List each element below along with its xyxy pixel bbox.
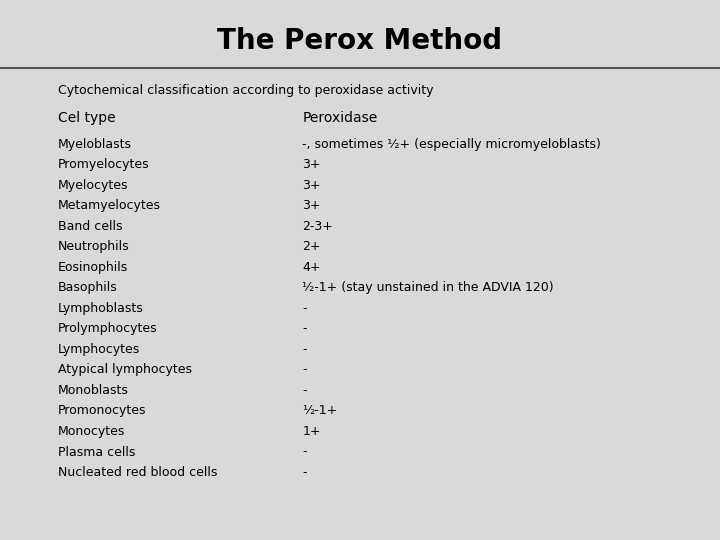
Text: -: -: [302, 384, 307, 397]
Text: The Perox Method: The Perox Method: [217, 27, 503, 55]
Text: Monocytes: Monocytes: [58, 425, 125, 438]
Text: Myelocytes: Myelocytes: [58, 179, 128, 192]
Text: Promyelocytes: Promyelocytes: [58, 158, 149, 171]
Text: -: -: [302, 343, 307, 356]
Text: -, sometimes ½+ (especially micromyeloblasts): -, sometimes ½+ (especially micromyelobl…: [302, 138, 601, 151]
Text: Nucleated red blood cells: Nucleated red blood cells: [58, 466, 217, 479]
Text: Lymphoblasts: Lymphoblasts: [58, 302, 143, 315]
Text: Eosinophils: Eosinophils: [58, 261, 128, 274]
Text: Lymphocytes: Lymphocytes: [58, 343, 140, 356]
Text: 3+: 3+: [302, 158, 321, 171]
Text: Basophils: Basophils: [58, 281, 117, 294]
Text: 2-3+: 2-3+: [302, 220, 333, 233]
Text: 1+: 1+: [302, 425, 321, 438]
Text: Atypical lymphocytes: Atypical lymphocytes: [58, 363, 192, 376]
Text: Peroxidase: Peroxidase: [302, 111, 378, 125]
Text: Metamyelocytes: Metamyelocytes: [58, 199, 161, 212]
Text: 2+: 2+: [302, 240, 321, 253]
Text: ½-1+ (stay unstained in the ADVIA 120): ½-1+ (stay unstained in the ADVIA 120): [302, 281, 554, 294]
Text: Cel type: Cel type: [58, 111, 115, 125]
Text: -: -: [302, 302, 307, 315]
Text: -: -: [302, 446, 307, 458]
Text: Monoblasts: Monoblasts: [58, 384, 128, 397]
Text: Band cells: Band cells: [58, 220, 122, 233]
Text: -: -: [302, 466, 307, 479]
Text: -: -: [302, 363, 307, 376]
Text: ½-1+: ½-1+: [302, 404, 338, 417]
Text: 4+: 4+: [302, 261, 321, 274]
Text: 3+: 3+: [302, 199, 321, 212]
Text: Prolymphocytes: Prolymphocytes: [58, 322, 157, 335]
Text: 3+: 3+: [302, 179, 321, 192]
Text: Plasma cells: Plasma cells: [58, 446, 135, 458]
Text: Promonocytes: Promonocytes: [58, 404, 146, 417]
Text: Myeloblasts: Myeloblasts: [58, 138, 132, 151]
Text: Cytochemical classification according to peroxidase activity: Cytochemical classification according to…: [58, 84, 433, 97]
Text: Neutrophils: Neutrophils: [58, 240, 129, 253]
Text: -: -: [302, 322, 307, 335]
